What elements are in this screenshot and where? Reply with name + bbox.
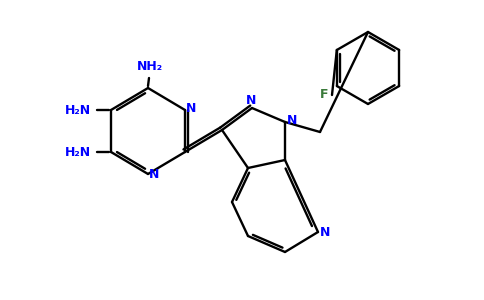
Text: N: N: [246, 94, 256, 107]
Text: F: F: [319, 88, 328, 101]
Text: H₂N: H₂N: [65, 146, 91, 158]
Text: N: N: [186, 103, 196, 116]
Text: N: N: [287, 113, 297, 127]
Text: NH₂: NH₂: [137, 60, 163, 73]
Text: H₂N: H₂N: [65, 103, 91, 116]
Text: N: N: [149, 169, 159, 182]
Text: N: N: [320, 226, 330, 239]
